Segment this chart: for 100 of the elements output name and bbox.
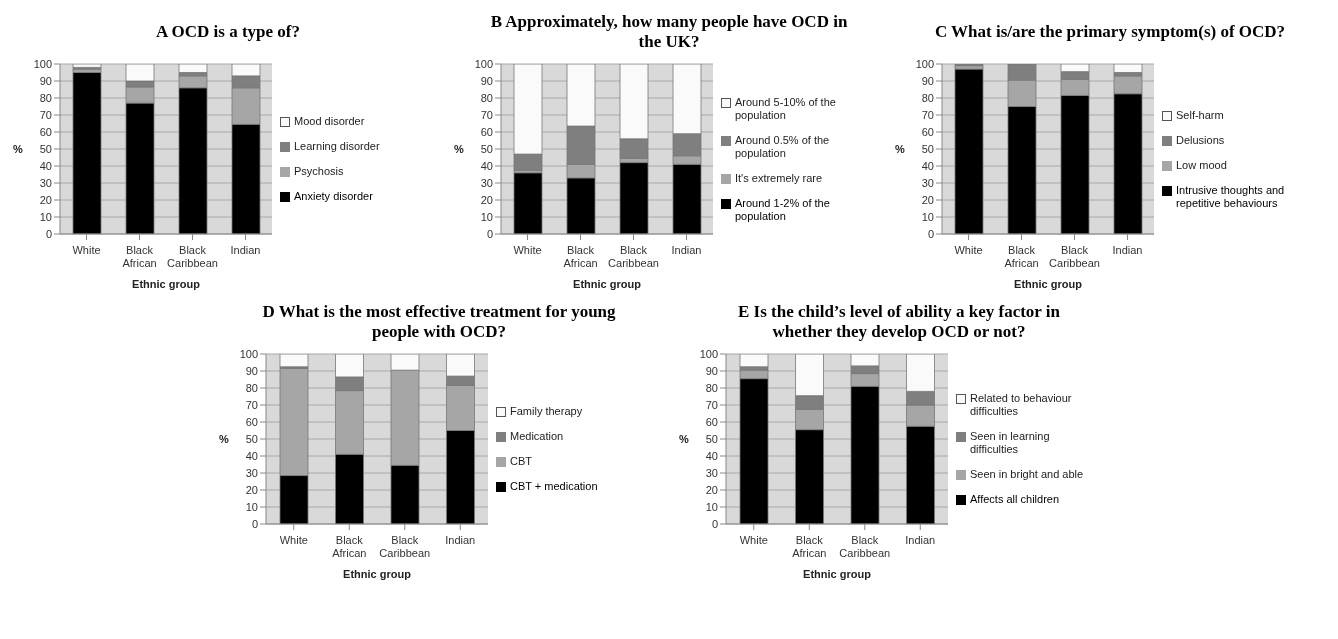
chart-title: A OCD is a type of?	[155, 21, 301, 43]
y-axis-title: %	[895, 142, 905, 155]
y-axis-title: %	[219, 432, 229, 445]
y-tick-label: 30	[705, 466, 718, 479]
legend-label: Family therapy	[510, 405, 583, 418]
legend-label: Seen in learning difficulties	[970, 430, 1051, 456]
x-tick-label: Black African	[1004, 244, 1039, 269]
x-axis-title: Ethnic group	[343, 568, 412, 580]
y-tick-label: 90	[480, 74, 493, 87]
y-tick-label: 10	[921, 210, 934, 223]
x-tick-label: Indian	[905, 534, 936, 546]
x-tick-label: White	[739, 534, 768, 546]
y-tick-label: 80	[705, 381, 718, 394]
y-tick-label: 70	[245, 398, 258, 411]
y-tick-label: 100	[699, 347, 718, 360]
x-tick-label: Black Caribbean	[608, 244, 659, 269]
x-tick-label: Black African	[332, 534, 367, 559]
y-tick-label: 100	[33, 57, 52, 70]
y-tick-label: 30	[921, 176, 934, 189]
y-tick-label: 20	[921, 193, 934, 206]
x-axis-title: Ethnic group	[573, 278, 642, 290]
legend-label: Self-harm	[1176, 108, 1224, 122]
y-tick-label: 0	[251, 517, 258, 530]
legend-label: CBT	[510, 455, 532, 468]
y-tick-label: 40	[705, 449, 718, 462]
y-tick-label: 50	[921, 142, 934, 155]
y-tick-label: 30	[39, 176, 52, 189]
y-tick-label: 100	[915, 57, 934, 70]
x-tick-label: White	[513, 244, 542, 256]
y-tick-label: 20	[480, 193, 493, 206]
y-tick-label: 40	[921, 159, 934, 172]
chart-title: B Approximately, how many people have OCD in the UK?	[489, 11, 849, 53]
y-tick-label: 100	[239, 347, 258, 360]
y-tick-label: 90	[705, 364, 718, 377]
x-tick-label: White	[72, 244, 101, 256]
y-tick-label: 10	[39, 210, 52, 223]
legend-label: Medication	[510, 430, 564, 443]
legend-label: Mood disorder	[294, 115, 365, 128]
y-tick-label: 20	[245, 483, 258, 496]
chart-title: C What is/are the primary symptom(s) of OCD?	[933, 21, 1287, 43]
y-tick-label: 70	[921, 108, 934, 121]
y-tick-label: 70	[705, 398, 718, 411]
legend-label: Around 5-10% of the population	[735, 95, 837, 122]
x-tick-label: Black African	[792, 534, 827, 559]
y-tick-label: 0	[927, 227, 934, 240]
y-tick-label: 80	[921, 91, 934, 104]
y-tick-label: 10	[245, 500, 258, 513]
y-tick-label: 90	[921, 74, 934, 87]
text: Anxiety disorder	[294, 190, 373, 203]
y-tick-label: 90	[39, 74, 52, 87]
y-tick-label: 100	[474, 57, 493, 70]
y-tick-label: 50	[705, 432, 718, 445]
y-tick-label: 20	[39, 193, 52, 206]
text: Intrusive thoughts and repetitive behaviours	[1176, 183, 1286, 210]
y-tick-label: 20	[705, 483, 718, 496]
y-tick-label: 0	[486, 227, 493, 240]
y-tick-label: 70	[480, 108, 493, 121]
x-tick-label: White	[279, 534, 308, 546]
y-tick-label: 50	[480, 142, 493, 155]
legend-label: Around 0.5% of the population	[735, 133, 831, 160]
legend-label: It's extremely rare	[735, 171, 823, 185]
legend-label: Seen in bright and able	[970, 468, 1084, 481]
legend-label: Low mood	[1176, 158, 1227, 172]
legend-label: Psychosis	[294, 165, 344, 178]
y-tick-label: 80	[480, 91, 493, 104]
x-tick-label: White	[954, 244, 983, 256]
y-tick-label: 10	[480, 210, 493, 223]
x-tick-label: Black Caribbean	[379, 534, 431, 559]
y-tick-label: 0	[711, 517, 718, 530]
y-tick-label: 60	[705, 415, 718, 428]
y-tick-label: 30	[245, 466, 258, 479]
x-tick-label: Black Caribbean	[839, 534, 891, 559]
legend-label: Affects all children	[970, 493, 1060, 506]
y-axis-title: %	[679, 432, 689, 445]
x-axis-title: Ethnic group	[132, 278, 201, 290]
legend-label: Delusions	[1176, 133, 1225, 147]
y-tick-label: 40	[480, 159, 493, 172]
x-axis-title: Ethnic group	[1014, 278, 1083, 290]
x-tick-label: Indian	[230, 244, 261, 256]
y-tick-label: 50	[245, 432, 258, 445]
x-tick-label: Black African	[563, 244, 598, 269]
y-tick-label: 80	[245, 381, 258, 394]
x-tick-label: Indian	[671, 244, 702, 256]
legend-label: Related to behaviour difficulties	[970, 392, 1073, 418]
y-tick-label: 50	[39, 142, 52, 155]
y-tick-label: 40	[245, 449, 258, 462]
x-tick-label: Black Caribbean	[167, 244, 218, 269]
y-tick-label: 40	[39, 159, 52, 172]
y-tick-label: 60	[245, 415, 258, 428]
chart-title: E Is the child’s level of ability a key factor in whether they develop OCD or not?	[736, 301, 1061, 343]
y-axis-title: %	[13, 142, 23, 155]
y-tick-label: 10	[705, 500, 718, 513]
legend-label: CBT + medication	[510, 480, 598, 493]
y-tick-label: 0	[45, 227, 52, 240]
y-tick-label: 60	[480, 125, 493, 138]
y-tick-label: 60	[921, 125, 934, 138]
y-tick-label: 60	[39, 125, 52, 138]
x-tick-label: Indian	[1112, 244, 1143, 256]
y-tick-label: 90	[245, 364, 258, 377]
y-tick-label: 70	[39, 108, 52, 121]
